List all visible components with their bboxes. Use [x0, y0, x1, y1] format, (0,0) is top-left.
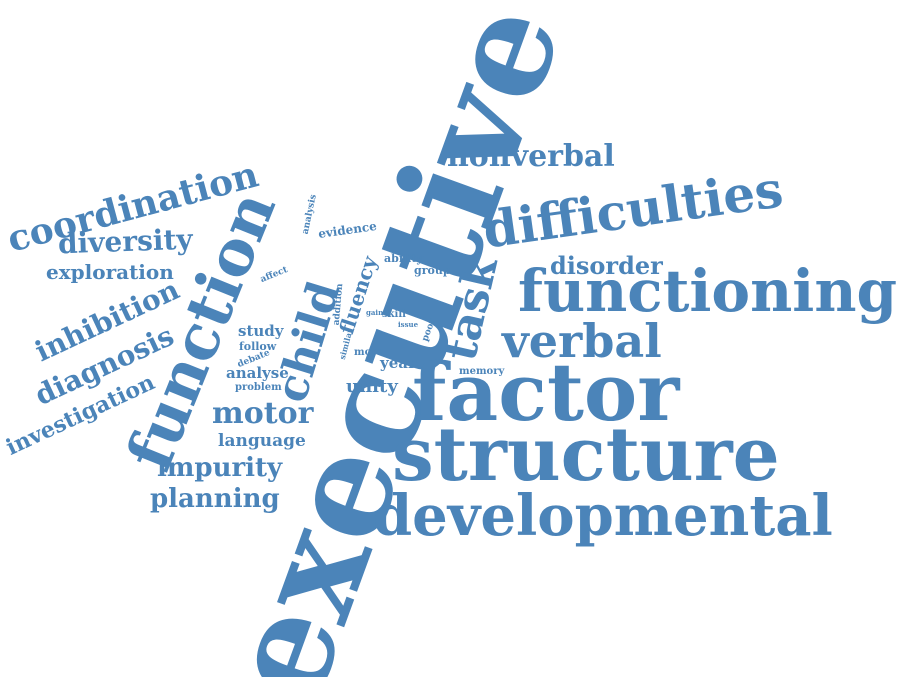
word-factor: factor: [412, 345, 680, 439]
word-impurity: impurity: [157, 453, 283, 483]
word-problem: problem: [235, 382, 282, 393]
word-more: more: [354, 347, 383, 358]
word-developmental: developmental: [373, 483, 833, 549]
word-group: group: [414, 264, 451, 277]
word-ability: ability: [384, 252, 423, 265]
word-diversity: diversity: [57, 222, 194, 261]
word-exploration: exploration: [46, 260, 174, 284]
word-disorder: disorder: [550, 251, 663, 280]
word-motor: motor: [212, 396, 314, 431]
word-language: language: [218, 431, 306, 451]
word-issue: issue: [398, 320, 419, 329]
word-skill: skill: [382, 309, 406, 320]
word-analyse: analyse: [226, 364, 289, 382]
word-nonverbal: nonverbal: [447, 139, 615, 174]
word-verbal: verbal: [502, 314, 662, 368]
word-functioning: functioning: [518, 257, 898, 325]
word-planning: planning: [150, 484, 280, 514]
word-year: year: [380, 354, 416, 372]
word-gain: gain: [366, 308, 384, 317]
word-memory: memory: [459, 366, 505, 377]
word-study: study: [238, 322, 284, 340]
word-follow: follow: [239, 340, 277, 353]
word-analysis: analysis: [300, 193, 319, 236]
word-structure: structure: [392, 412, 780, 498]
word-unity: unity: [346, 376, 398, 397]
